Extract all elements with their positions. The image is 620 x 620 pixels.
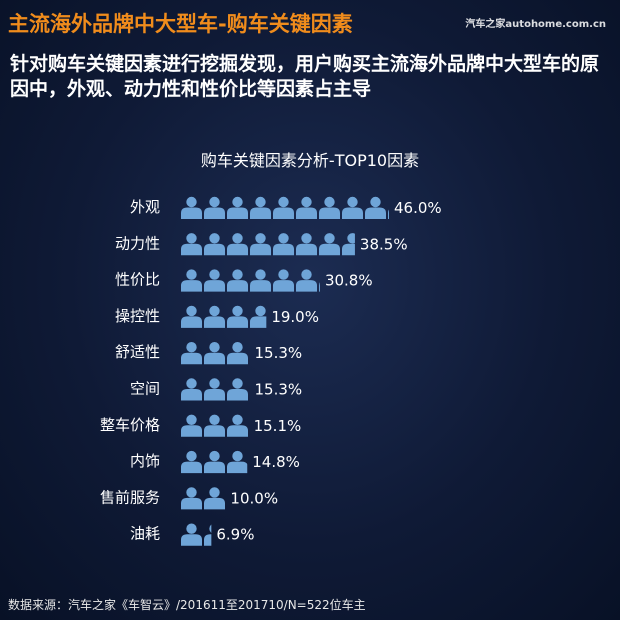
bar <box>181 196 389 219</box>
bar <box>181 487 225 510</box>
person-icon <box>319 233 340 256</box>
person-icon <box>273 233 294 256</box>
value-label: 19.0% <box>271 308 319 326</box>
bar <box>181 233 355 256</box>
bar <box>181 414 248 437</box>
person-icon <box>204 305 225 328</box>
chart-title: 购车关键因素分析-TOP10因素 <box>200 151 420 170</box>
person-icon <box>181 414 202 437</box>
brand-logo: 汽车之家autohome.com.cn <box>465 19 606 30</box>
person-icon <box>227 196 248 219</box>
person-icon <box>319 196 340 219</box>
value-label: 30.8% <box>325 272 373 290</box>
person-icon <box>227 305 248 328</box>
person-icon <box>342 196 363 219</box>
person-icon <box>250 196 271 219</box>
category-label: 操控性 <box>115 307 160 325</box>
category-label: 动力性 <box>115 234 160 252</box>
value-label: 10.0% <box>230 489 278 507</box>
person-icon <box>342 233 355 256</box>
bar-row: 内饰 14.8% <box>130 450 300 474</box>
category-label: 油耗 <box>130 525 160 543</box>
category-label: 内饰 <box>130 452 160 470</box>
category-label: 空间 <box>130 380 160 398</box>
bar <box>181 305 267 328</box>
bar-row: 售前服务 10.0% <box>100 487 278 510</box>
person-icon <box>204 196 225 219</box>
person-icon <box>250 305 267 328</box>
person-icon <box>181 523 202 546</box>
bar-row: 空间 15.3% <box>130 378 303 401</box>
person-icon <box>204 524 212 546</box>
person-icon <box>250 269 271 292</box>
person-icon <box>273 196 294 219</box>
person-icon <box>388 209 389 219</box>
bar-row: 动力性 38.5% <box>115 233 408 256</box>
person-icon <box>227 269 248 292</box>
person-icon <box>227 233 248 256</box>
bar-chart: 外观 46.0%动力性 38.5%性价比 30.8%操控性 19.0%舒适性 15.3%空… <box>100 196 442 546</box>
person-icon <box>204 378 225 401</box>
person-icon <box>227 378 248 401</box>
value-label: 15.3% <box>255 344 303 362</box>
page-title: 主流海外品牌中大型车-购车关键因素 <box>8 12 353 36</box>
person-icon <box>181 196 202 219</box>
category-label: 外观 <box>130 198 160 216</box>
subtitle: 针对购车关键因素进行挖掘发现，用户购买主流海外品牌中大型车的原因中，外观、动力性… <box>10 53 600 100</box>
bar-row: 外观 46.0% <box>130 196 442 219</box>
bar <box>181 523 212 546</box>
person-icon <box>204 450 225 474</box>
source-note: 数据来源：汽车之家《车智云》/201611至201710/N=522位车主 <box>8 598 366 612</box>
person-icon <box>227 414 248 437</box>
person-icon <box>296 233 317 256</box>
person-icon <box>204 487 225 510</box>
bar <box>181 378 248 401</box>
person-icon <box>227 450 248 474</box>
bar-row: 舒适性 15.3% <box>115 342 303 365</box>
person-icon <box>296 269 317 292</box>
value-label: 15.3% <box>255 381 303 399</box>
category-label: 售前服务 <box>100 488 160 506</box>
person-icon <box>181 450 202 474</box>
bar-row: 整车价格 15.1% <box>100 414 302 437</box>
person-icon <box>181 305 202 328</box>
person-icon <box>181 269 202 292</box>
person-icon <box>365 196 386 219</box>
bar <box>181 269 320 292</box>
value-label: 6.9% <box>216 526 254 544</box>
value-label: 14.8% <box>252 453 300 471</box>
person-icon <box>181 342 202 365</box>
header: 主流海外品牌中大型车-购车关键因素 汽车之家autohome.com.cn <box>0 0 620 44</box>
person-icon <box>319 282 320 292</box>
value-label: 15.1% <box>254 417 302 435</box>
bar <box>181 342 248 365</box>
person-icon <box>250 233 271 256</box>
value-label: 46.0% <box>394 199 442 217</box>
bar-row: 油耗 6.9% <box>130 523 254 546</box>
bar-row: 操控性 19.0% <box>115 305 319 328</box>
person-icon <box>181 378 202 401</box>
person-icon <box>227 342 248 365</box>
bar-row: 性价比 30.8% <box>115 269 373 292</box>
person-icon <box>204 342 225 365</box>
person-icon <box>181 487 202 510</box>
person-icon <box>204 414 225 437</box>
value-label: 38.5% <box>360 235 408 253</box>
person-icon <box>273 269 294 292</box>
person-icon <box>204 269 225 292</box>
person-icon <box>204 233 225 256</box>
category-label: 舒适性 <box>115 343 160 361</box>
bar <box>181 450 248 474</box>
category-label: 性价比 <box>115 271 160 289</box>
person-icon <box>181 233 202 256</box>
category-label: 整车价格 <box>100 416 160 434</box>
person-icon <box>296 196 317 219</box>
